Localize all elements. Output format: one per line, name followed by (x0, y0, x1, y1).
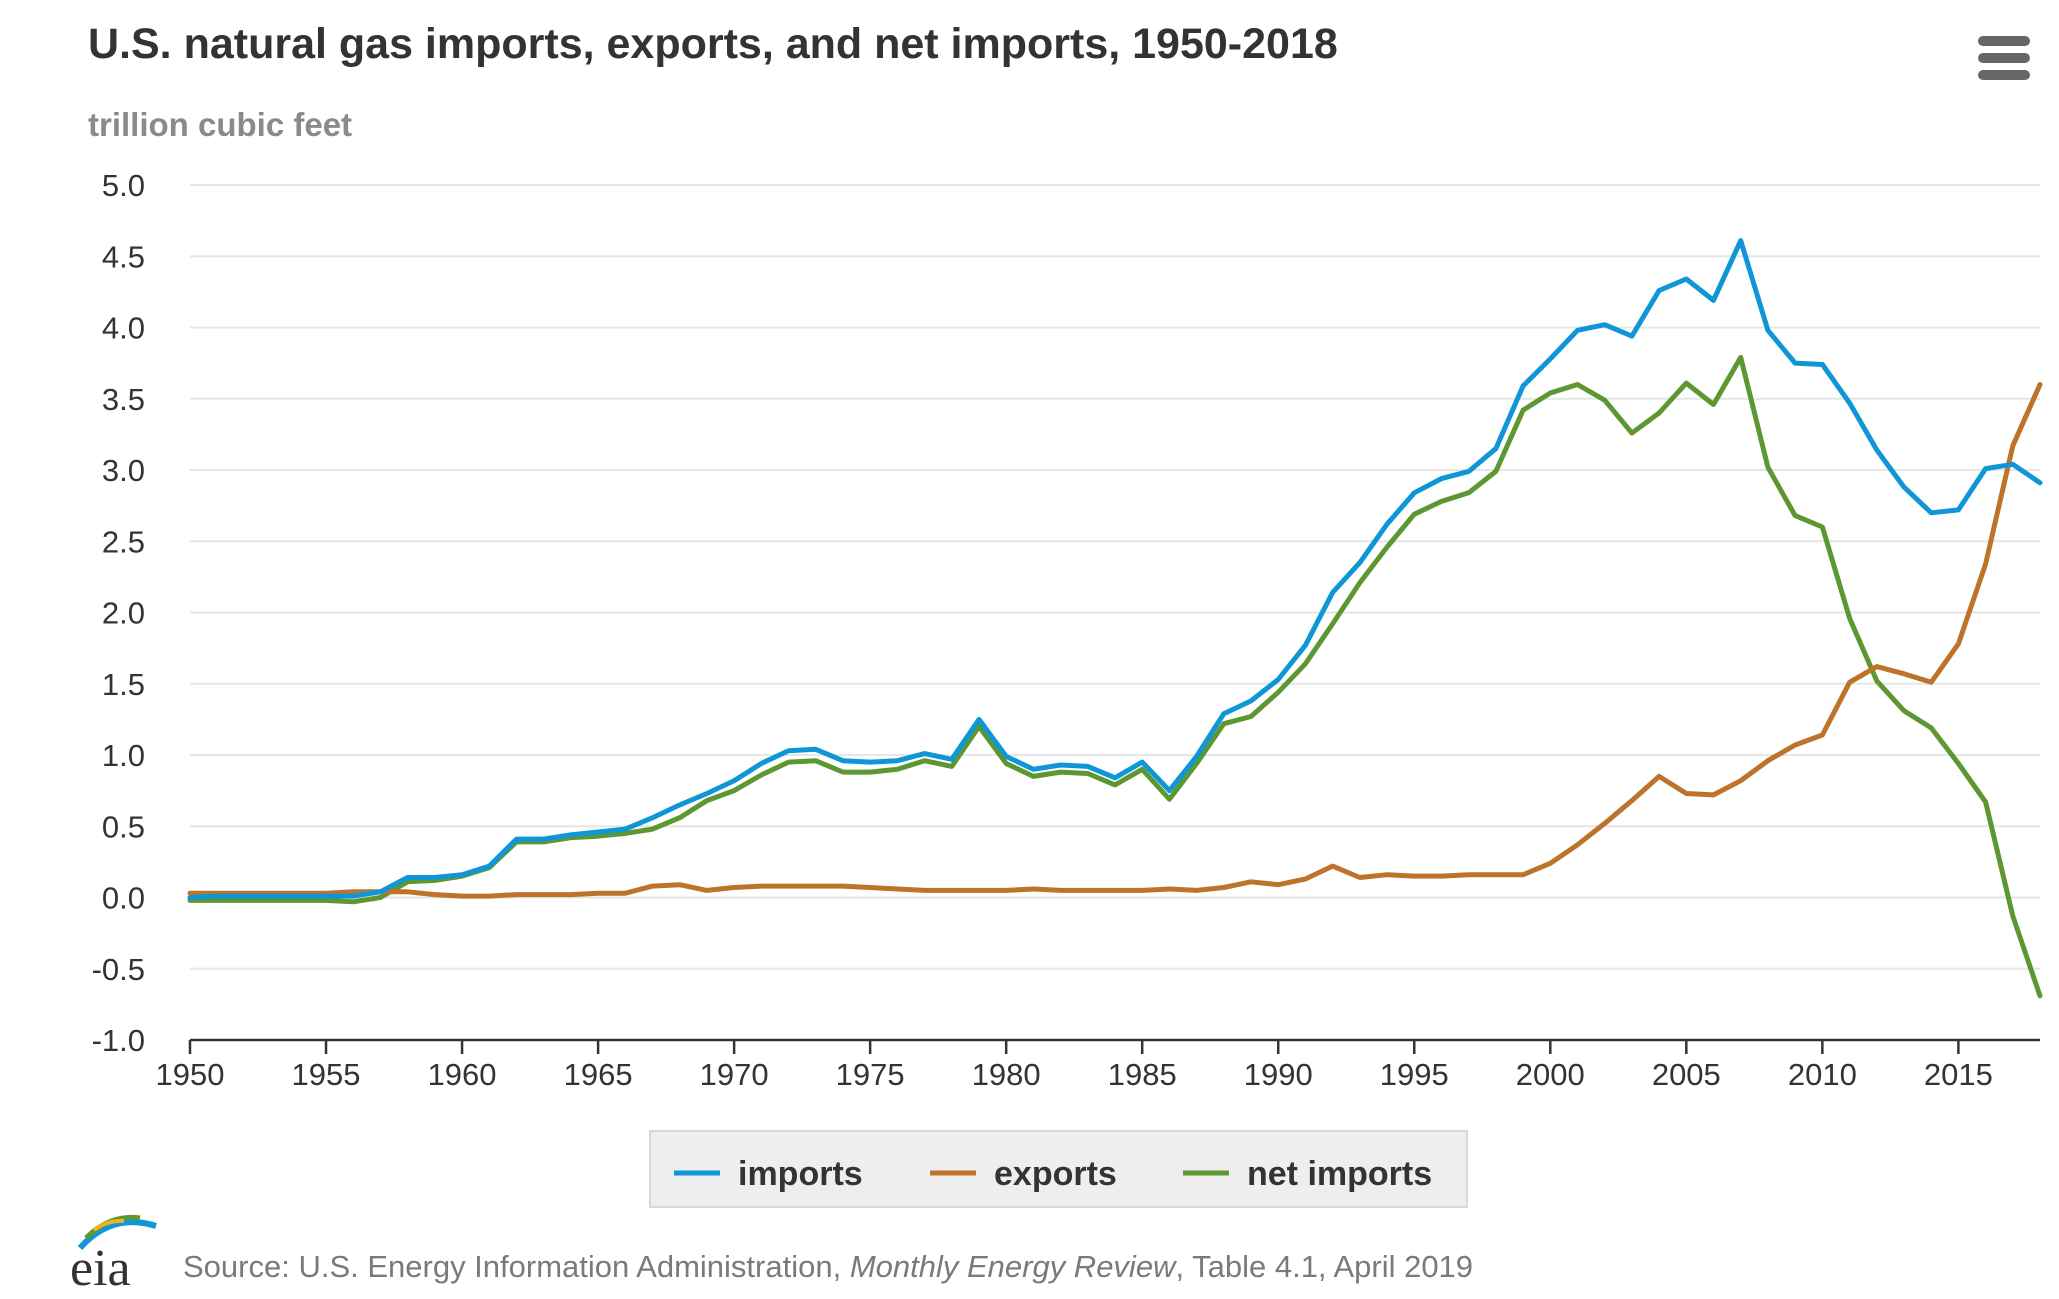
y-tick-label: 1.5 (102, 667, 145, 702)
legend-box (649, 1130, 1468, 1208)
source-suffix: , Table 4.1, April 2019 (1175, 1249, 1473, 1284)
x-tick-label: 1985 (1108, 1057, 1177, 1092)
x-tick-label: 2010 (1788, 1057, 1857, 1092)
grid-lines (190, 184, 2040, 970)
y-tick-label: 2.5 (102, 524, 145, 559)
hamburger-menu-icon[interactable] (1978, 36, 2030, 80)
y-tick-label: 5.0 (102, 168, 145, 203)
y-tick-label: 4.0 (102, 311, 145, 346)
y-axis-ticks: 5.0 4.5 4.0 3.5 3.0 2.5 2.0 1.5 1.0 0.5 0.0 -0.5 -1.… (92, 168, 145, 1058)
y-tick-label: -0.5 (92, 952, 145, 987)
legend-item-exports[interactable]: exports (930, 1155, 1117, 1193)
x-tick-label: 1995 (1380, 1057, 1449, 1092)
x-tick-label: 2015 (1924, 1057, 1993, 1092)
legend: imports exports net imports (649, 1130, 1468, 1208)
x-tick-label: 1990 (1244, 1057, 1313, 1092)
source-note: Source: U.S. Energy Information Administ… (183, 1249, 1473, 1284)
x-tick-label: 1960 (428, 1057, 497, 1092)
chart-title: U.S. natural gas imports, exports, and n… (88, 20, 1338, 68)
legend-label-net-imports: net imports (1247, 1155, 1432, 1193)
y-tick-label: 0.0 (102, 881, 145, 916)
eia-logo-text: eia (70, 1240, 131, 1297)
x-tick-label: 1965 (564, 1057, 633, 1092)
legend-label-imports: imports (738, 1155, 863, 1193)
y-tick-label: 1.0 (102, 738, 145, 773)
x-tick-label: 2005 (1652, 1057, 1721, 1092)
y-tick-label: 0.5 (102, 809, 145, 844)
x-tick-label: 1970 (700, 1057, 769, 1092)
x-tick-label: 1955 (292, 1057, 361, 1092)
eia-logo: eia (70, 1214, 157, 1297)
x-tick-label: 1950 (156, 1057, 225, 1092)
series-lines (187, 238, 2043, 999)
x-axis-ticks: 1950 1955 1960 1965 1970 1975 1980 1985 1990 1995… (156, 1038, 2040, 1092)
x-tick-label: 2000 (1516, 1057, 1585, 1092)
y-tick-label: 2.0 (102, 596, 145, 631)
legend-item-net-imports[interactable]: net imports (1183, 1155, 1432, 1193)
x-tick-label: 1975 (836, 1057, 905, 1092)
x-tick-label: 1980 (972, 1057, 1041, 1092)
y-units-label: trillion cubic feet (88, 106, 352, 143)
series-line-net-imports[interactable] (187, 354, 2043, 999)
y-tick-label: 4.5 (102, 239, 145, 274)
source-prefix: Source: U.S. Energy Information Administ… (183, 1249, 850, 1284)
y-tick-label: 3.5 (102, 382, 145, 417)
legend-label-exports: exports (994, 1155, 1117, 1193)
y-tick-label: -1.0 (92, 1023, 145, 1058)
source-publication: Monthly Energy Review (850, 1249, 1178, 1284)
y-tick-label: 3.0 (102, 453, 145, 488)
legend-item-imports[interactable]: imports (674, 1155, 863, 1193)
series-line-exports[interactable] (187, 382, 2043, 899)
series-line-imports[interactable] (187, 238, 2043, 900)
